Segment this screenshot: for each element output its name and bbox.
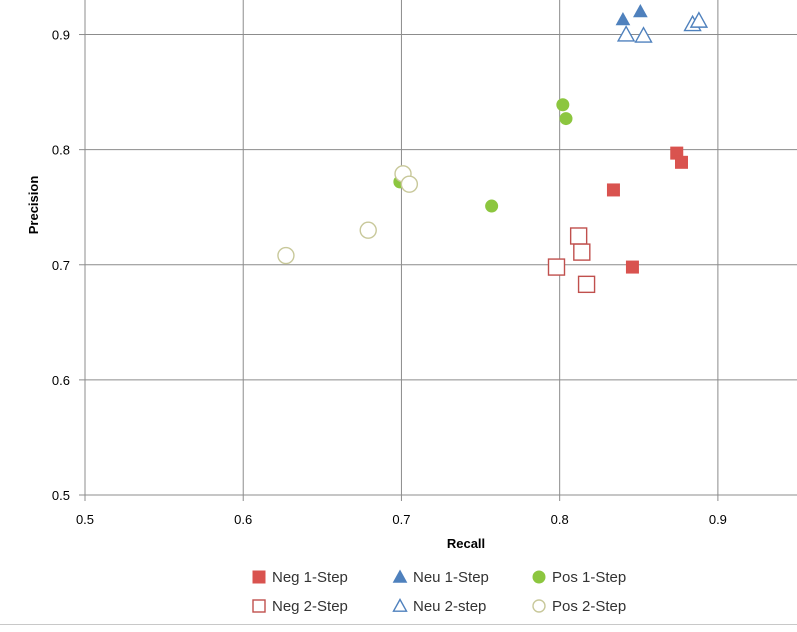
data-point — [573, 243, 591, 261]
legend-label: Neu 1-Step — [413, 569, 489, 586]
legend: Neg 1-Step Neu 1-Step Pos 1-Step Neg 2-Step… — [252, 569, 626, 615]
data-point — [606, 183, 620, 197]
data-point — [547, 258, 566, 276]
data-point — [277, 246, 295, 265]
data-point — [359, 221, 377, 239]
data-point — [625, 260, 639, 274]
y-tick-label: 0.8 — [52, 143, 70, 158]
data-points — [277, 3, 709, 294]
legend-marker — [252, 599, 266, 613]
data-point — [400, 175, 419, 193]
tick-labels: 0.5 0.6 0.7 0.8 0.9 0.5 0.6 0.7 0.8 0.9 — [52, 28, 727, 527]
y-tick-label: 0.7 — [52, 258, 70, 273]
x-axis-label: Recall — [447, 536, 485, 551]
x-tick-label: 0.6 — [234, 512, 252, 527]
x-tick-label: 0.7 — [392, 512, 410, 527]
y-tick-label: 0.6 — [52, 373, 70, 388]
legend-label: Pos 2-Step — [552, 598, 626, 615]
data-point — [485, 199, 499, 213]
data-point — [559, 112, 573, 126]
y-axis-label: Precision — [26, 176, 41, 235]
bottom-divider — [0, 624, 797, 625]
x-tick-label: 0.9 — [709, 512, 727, 527]
data-point — [633, 3, 648, 18]
data-point — [689, 11, 709, 28]
legend-marker — [532, 570, 546, 584]
grid-lines — [85, 0, 797, 495]
y-tick-label: 0.5 — [52, 488, 70, 503]
legend-marker — [252, 570, 266, 584]
legend-marker — [392, 569, 408, 583]
x-tick-label: 0.8 — [551, 512, 569, 527]
x-tick-label: 0.5 — [76, 512, 94, 527]
legend-label: Neu 2-step — [413, 598, 486, 615]
data-point — [674, 155, 688, 169]
legend-label: Neg 1-Step — [272, 569, 348, 586]
axes — [79, 0, 797, 501]
data-point — [615, 12, 631, 26]
data-point — [616, 25, 636, 42]
data-point — [577, 275, 596, 294]
legend-label: Pos 1-Step — [552, 569, 626, 586]
legend-marker — [392, 598, 408, 612]
data-point — [634, 26, 653, 43]
data-point — [556, 98, 570, 112]
data-point — [569, 227, 588, 245]
y-tick-label: 0.9 — [52, 28, 70, 43]
legend-marker — [532, 599, 546, 613]
legend-label: Neg 2-Step — [272, 598, 348, 615]
